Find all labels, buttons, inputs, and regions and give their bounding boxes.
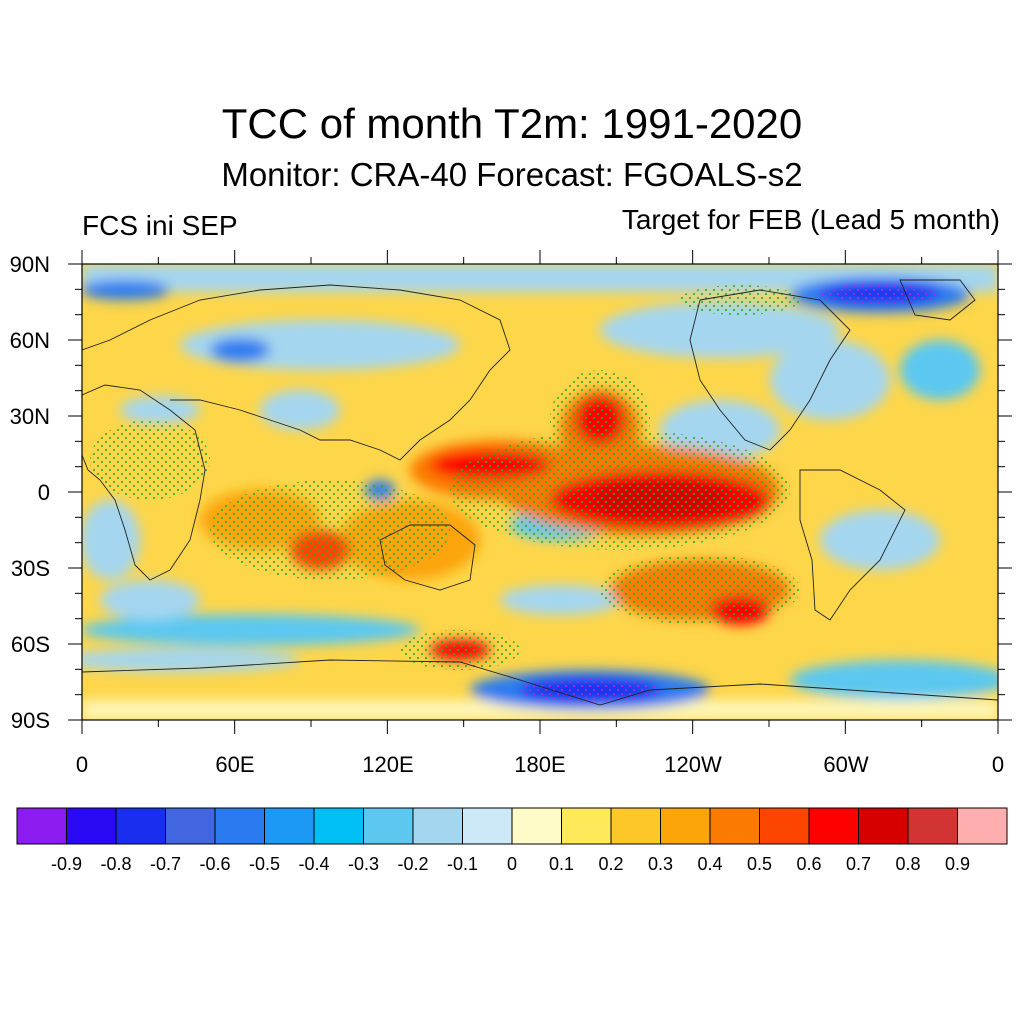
lat-label-90n: 90N [10, 252, 50, 277]
colorbar: -0.9 -0.8 -0.7 -0.6 -0.5 -0.4 -0.3 -0.2 -0.1 0 0.1… [16, 807, 1008, 874]
colorbar-label: -0.9 [51, 854, 82, 874]
colorbar-label: 0.9 [945, 854, 970, 874]
colorbar-label: -0.5 [249, 854, 280, 874]
colorbar-swatch [66, 807, 117, 845]
map-title: TCC of month T2m: 1991-2020 [221, 100, 803, 147]
colorbar-swatch [660, 807, 711, 845]
colorbar-label: 0.8 [895, 854, 920, 874]
axis-ticks [68, 250, 1012, 734]
lat-label-60s: 60S [11, 632, 50, 657]
colorbar-swatch [808, 807, 859, 845]
colorbar-label: -0.1 [447, 854, 478, 874]
target-month-label: Target for FEB (Lead 5 month) [621, 204, 1000, 235]
colorbar-swatch [412, 807, 463, 845]
lon-label-120w: 120W [664, 752, 722, 777]
colorbar-label: -0.6 [199, 854, 230, 874]
lat-label-eq: 0 [38, 480, 50, 505]
colorbar-label: 0.7 [846, 854, 871, 874]
lon-label-0-right: 0 [992, 752, 1004, 777]
colorbar-swatch [561, 807, 612, 845]
colorbar-label: 0.3 [648, 854, 673, 874]
colorbar-swatch [363, 807, 414, 845]
colorbar-label: -0.2 [397, 854, 428, 874]
init-month-label: FCS ini SEP [82, 210, 238, 241]
colorbar-label: 0.6 [796, 854, 821, 874]
colorbar-label: 0.4 [697, 854, 722, 874]
colorbar-swatch [759, 807, 810, 845]
colorbar-swatch [511, 807, 562, 845]
colorbar-swatch [462, 807, 513, 845]
colorbar-swatch [214, 807, 265, 845]
map-subtitle: Monitor: CRA-40 Forecast: FGOALS-s2 [221, 156, 803, 193]
colorbar-label: -0.8 [100, 854, 131, 874]
colorbar-label: -0.4 [298, 854, 329, 874]
colorbar-swatch [313, 807, 364, 845]
colorbar-swatch [16, 807, 67, 845]
colorbar-label: 0 [507, 854, 517, 874]
lat-label-30s: 30S [11, 556, 50, 581]
colorbar-swatch [858, 807, 909, 845]
lat-label-60n: 60N [10, 328, 50, 353]
colorbar-swatch [264, 807, 315, 845]
colorbar-label: -0.3 [348, 854, 379, 874]
colorbar-swatch [165, 807, 216, 845]
colorbar-swatch [610, 807, 661, 845]
colorbar-label: -0.7 [150, 854, 181, 874]
colorbar-label: 0.2 [598, 854, 623, 874]
lon-label-120e: 120E [362, 752, 413, 777]
colorbar-swatch [709, 807, 760, 845]
colorbar-swatch [907, 807, 958, 845]
lat-label-30n: 30N [10, 404, 50, 429]
colorbar-label: 0.5 [747, 854, 772, 874]
correlation-field [82, 264, 998, 720]
coastlines [82, 279, 998, 706]
colorbar-swatch [957, 807, 1008, 845]
colorbar-swatch [115, 807, 166, 845]
lon-label-0: 0 [76, 752, 88, 777]
colorbar-label: 0.1 [549, 854, 574, 874]
lon-label-60w: 60W [823, 752, 868, 777]
lon-label-180e: 180E [514, 752, 565, 777]
lat-label-90s: 90S [11, 708, 50, 733]
lon-label-60e: 60E [215, 752, 254, 777]
